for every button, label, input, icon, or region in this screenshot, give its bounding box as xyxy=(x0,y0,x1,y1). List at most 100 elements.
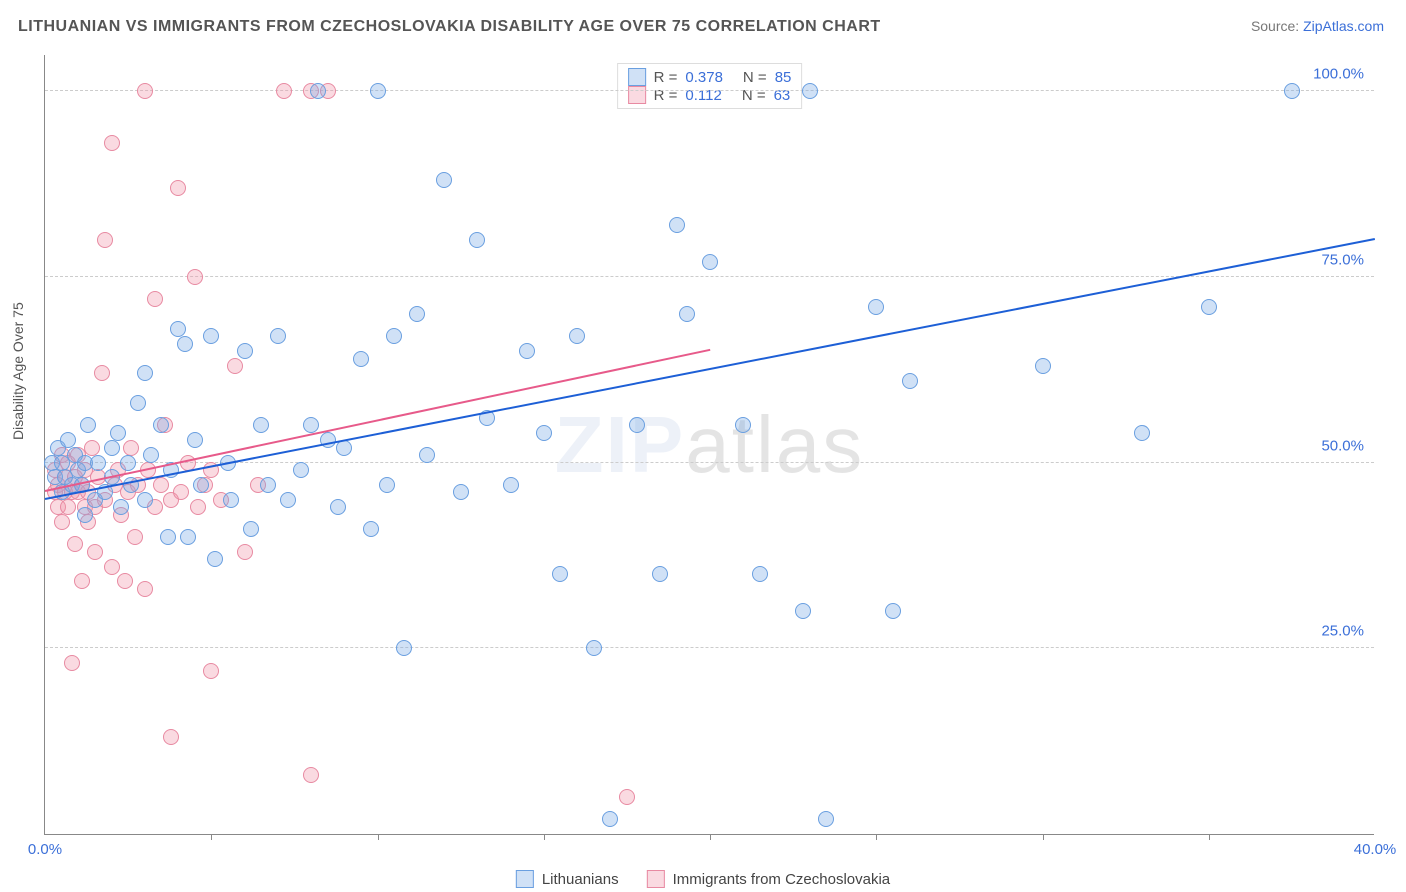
data-point xyxy=(503,477,519,493)
data-point xyxy=(104,440,120,456)
data-point xyxy=(203,663,219,679)
data-point xyxy=(652,566,668,582)
data-point xyxy=(293,462,309,478)
data-point xyxy=(117,573,133,589)
watermark-zip: ZIP xyxy=(555,400,685,489)
legend-swatch xyxy=(516,870,534,888)
source-attribution: Source: ZipAtlas.com xyxy=(1251,18,1384,34)
data-point xyxy=(237,343,253,359)
data-point xyxy=(87,544,103,560)
legend-r-value: 0.378 xyxy=(685,69,723,86)
data-point xyxy=(735,417,751,433)
legend-n-value: 85 xyxy=(775,69,792,86)
data-point xyxy=(280,492,296,508)
gridline xyxy=(45,647,1374,648)
legend-item: Lithuanians xyxy=(516,870,619,888)
data-point xyxy=(127,529,143,545)
data-point xyxy=(203,328,219,344)
data-point xyxy=(104,135,120,151)
data-point xyxy=(802,83,818,99)
legend-r-value: 0.112 xyxy=(685,87,721,104)
data-point xyxy=(253,417,269,433)
x-tick xyxy=(710,834,711,840)
data-point xyxy=(1201,299,1217,315)
data-point xyxy=(137,581,153,597)
data-point xyxy=(536,425,552,441)
data-point xyxy=(147,291,163,307)
legend-n-label: N = xyxy=(743,69,767,86)
y-axis-label: Disability Age Over 75 xyxy=(10,302,26,440)
watermark-atlas: atlas xyxy=(685,400,864,489)
data-point xyxy=(163,729,179,745)
data-point xyxy=(795,603,811,619)
trend-line xyxy=(45,238,1375,500)
legend-swatch xyxy=(628,86,646,104)
data-point xyxy=(679,306,695,322)
data-point xyxy=(137,492,153,508)
y-tick-label: 25.0% xyxy=(1321,623,1364,640)
data-point xyxy=(77,507,93,523)
data-point xyxy=(137,83,153,99)
data-point xyxy=(84,440,100,456)
data-point xyxy=(310,83,326,99)
data-point xyxy=(519,343,535,359)
data-point xyxy=(94,365,110,381)
data-point xyxy=(80,417,96,433)
data-point xyxy=(54,514,70,530)
data-point xyxy=(752,566,768,582)
data-point xyxy=(868,299,884,315)
data-point xyxy=(170,321,186,337)
data-point xyxy=(97,232,113,248)
x-tick xyxy=(1209,834,1210,840)
data-point xyxy=(67,536,83,552)
data-point xyxy=(270,328,286,344)
legend-r-label: R = xyxy=(654,87,678,104)
data-point xyxy=(419,447,435,463)
data-point xyxy=(902,373,918,389)
data-point xyxy=(1035,358,1051,374)
x-tick-label: 40.0% xyxy=(1354,841,1397,858)
data-point xyxy=(237,544,253,560)
data-point xyxy=(153,417,169,433)
data-point xyxy=(243,521,259,537)
data-point xyxy=(60,432,76,448)
data-point xyxy=(143,447,159,463)
data-point xyxy=(177,336,193,352)
data-point xyxy=(702,254,718,270)
x-tick xyxy=(211,834,212,840)
legend-stats-box: R =0.378N =85R =0.112N =63 xyxy=(617,63,803,109)
data-point xyxy=(180,529,196,545)
source-link[interactable]: ZipAtlas.com xyxy=(1303,18,1384,34)
data-point xyxy=(469,232,485,248)
data-point xyxy=(173,484,189,500)
data-point xyxy=(436,172,452,188)
data-point xyxy=(619,789,635,805)
watermark: ZIPatlas xyxy=(555,399,864,491)
chart-title: LITHUANIAN VS IMMIGRANTS FROM CZECHOSLOV… xyxy=(18,18,881,36)
legend-stat-row: R = 0.378 N = 85 xyxy=(628,68,792,86)
data-point xyxy=(120,455,136,471)
legend-r-label: R = xyxy=(654,69,678,86)
data-point xyxy=(110,425,126,441)
data-point xyxy=(123,440,139,456)
data-point xyxy=(60,499,76,515)
data-point xyxy=(1284,83,1300,99)
data-point xyxy=(187,432,203,448)
source-prefix: Source: xyxy=(1251,18,1303,34)
legend-item: Immigrants from Czechoslovakia xyxy=(647,870,891,888)
y-tick-label: 100.0% xyxy=(1313,66,1364,83)
data-point xyxy=(223,492,239,508)
data-point xyxy=(1134,425,1150,441)
x-tick xyxy=(876,834,877,840)
legend-series-label: Lithuanians xyxy=(542,871,619,888)
scatter-plot-area: ZIPatlas R =0.378N =85R =0.112N =63 25.0… xyxy=(44,55,1374,835)
data-point xyxy=(276,83,292,99)
data-point xyxy=(193,477,209,493)
data-point xyxy=(386,328,402,344)
legend-swatch xyxy=(628,68,646,86)
data-point xyxy=(160,529,176,545)
x-tick xyxy=(544,834,545,840)
data-point xyxy=(303,417,319,433)
data-point xyxy=(330,499,346,515)
gridline xyxy=(45,462,1374,463)
